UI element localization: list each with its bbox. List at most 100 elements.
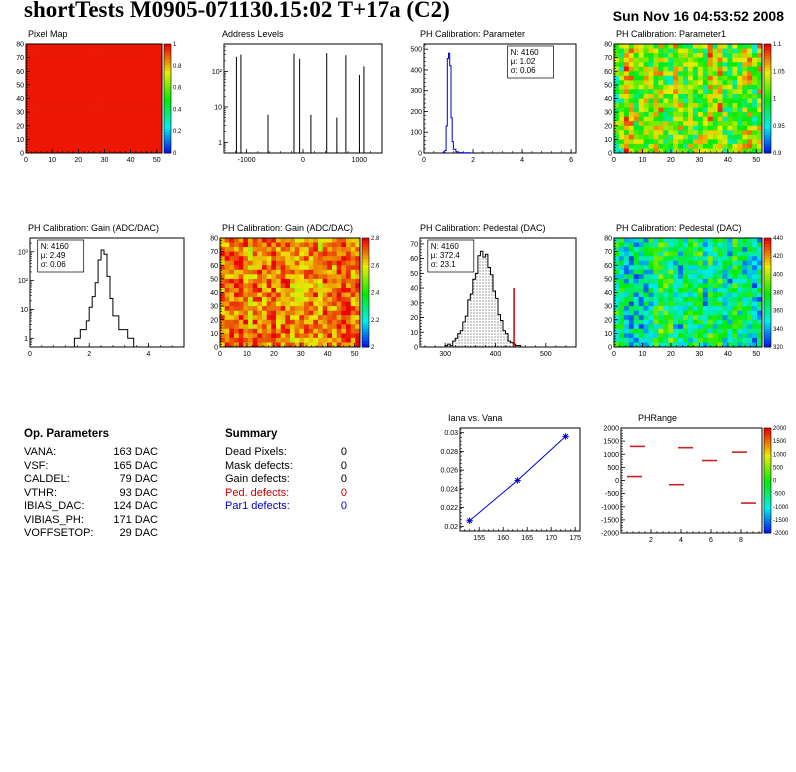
svg-text:μ: 372.4: μ: 372.4 [431,251,461,260]
svg-text:0: 0 [612,157,616,164]
summary-row-label: Mask defects: [225,459,293,472]
svg-text:0: 0 [608,151,612,158]
svg-text:70: 70 [16,55,24,62]
svg-text:60: 60 [210,263,218,270]
op-parameter-row: IBIAS_DAC: 124 DAC [24,500,158,514]
svg-text:μ: 1.02: μ: 1.02 [511,57,536,66]
svg-text:2.6: 2.6 [371,263,380,269]
chart-pixel-map: 0 10 20 30 40 50 0 10 20 30 40 50 60 70 80 1 0.8 0.6 0.4 0.… [16,42,182,165]
svg-text:0: 0 [214,345,218,352]
svg-text:10: 10 [604,137,612,144]
svg-text:1000: 1000 [603,452,619,459]
op-parameter-row-label: VTHR: [24,486,57,499]
svg-text:380: 380 [773,291,784,297]
summary-row-label: Dead Pixels: [225,446,287,458]
svg-text:1500: 1500 [603,439,619,446]
svg-text:1: 1 [24,336,28,343]
chart-title-phrange: PHRange [638,413,678,423]
chart-iana-vs-vana: 155 160 165 170 175 0.02 0.022 0.024 0.026 0.028 0… [440,427,581,542]
svg-text:440: 440 [773,236,784,242]
panel-pixel-map: Pixel Map 0 10 20 30 40 50 0 10 20 30 40 50 60 70 80 1 0… [6,28,192,166]
svg-text:σ: 23.1: σ: 23.1 [431,260,457,269]
svg-text:10: 10 [243,351,251,358]
summary-row-label: Par1 defects: [225,500,290,512]
svg-text:2.8: 2.8 [371,236,380,242]
svg-text:-500: -500 [773,492,786,498]
svg-text:-1000: -1000 [601,504,619,511]
svg-text:420: 420 [773,254,784,260]
op-parameter-row: VTHR: 93 DAC [24,487,158,501]
summary-row-value: 0 [340,473,347,485]
svg-text:2.2: 2.2 [371,318,380,324]
svg-text:40: 40 [604,290,612,297]
chart-title-ph-cal-gain-hist: PH Calibration: Gain (ADC/DAC) [28,223,160,233]
svg-text:8: 8 [739,537,743,544]
summary-row-label: Gain defects: [225,473,290,485]
svg-text:20: 20 [667,351,675,358]
svg-text:400: 400 [773,272,784,278]
svg-text:60: 60 [604,263,612,270]
page-title: shortTests M0905-071130.15:02 T+17a (C2) [24,0,450,22]
svg-text:0.9: 0.9 [773,151,782,157]
svg-text:-500: -500 [605,491,619,498]
svg-text:40: 40 [724,157,732,164]
svg-text:500: 500 [607,465,619,472]
svg-text:2: 2 [649,537,653,544]
svg-text:40: 40 [324,351,332,358]
svg-text:1: 1 [773,97,777,103]
svg-text:0.022: 0.022 [440,505,458,512]
svg-text:2: 2 [371,345,375,351]
svg-text:20: 20 [16,123,24,130]
svg-text:10²: 10² [212,69,223,76]
svg-text:50: 50 [604,276,612,283]
op-parameter-row-value: 165 DAC [113,459,158,472]
summary-row: Gain defects: 0 [225,473,347,487]
svg-text:30: 30 [695,157,703,164]
svg-text:60: 60 [410,256,418,263]
svg-text:σ: 0.06: σ: 0.06 [511,66,537,75]
svg-text:N: 4160: N: 4160 [41,242,70,251]
svg-text:500: 500 [540,351,552,358]
svg-text:0.95: 0.95 [773,124,785,130]
svg-text:1: 1 [218,140,222,147]
summary-title: Summary [225,428,278,440]
svg-text:1.05: 1.05 [773,69,785,75]
svg-text:2000: 2000 [603,426,619,433]
svg-text:10²: 10² [18,278,29,285]
svg-text:10: 10 [210,331,218,338]
op-parameter-row: VANA: 163 DAC [24,446,158,460]
svg-text:70: 70 [210,249,218,256]
svg-text:50: 50 [752,157,760,164]
svg-text:60: 60 [604,69,612,76]
svg-text:80: 80 [210,236,218,243]
svg-text:0: 0 [612,351,616,358]
svg-text:2.4: 2.4 [371,291,380,297]
svg-text:100: 100 [410,130,422,137]
chart-phrange: 2 4 6 8 2000 1500 1000 500 0 -500 -1000 -1500 -2000 2… [601,426,789,545]
svg-text:0: 0 [414,345,418,352]
svg-text:6: 6 [709,537,713,544]
svg-text:10: 10 [48,157,56,164]
svg-text:60: 60 [16,69,24,76]
svg-text:1.1: 1.1 [773,42,782,48]
svg-text:20: 20 [210,317,218,324]
svg-text:30: 30 [297,351,305,358]
svg-text:50: 50 [153,157,161,164]
svg-text:1000: 1000 [773,452,787,458]
chart-title-pixel-map: Pixel Map [28,29,68,39]
svg-text:80: 80 [604,42,612,49]
panel-iana-vs-vana: Iana vs. Vana 155 160 165 170 175 0.02 0.022 0.… [430,412,588,544]
svg-text:80: 80 [16,42,24,49]
chart-title-ph-cal-pedestal-map: PH Calibration: Pedestal (DAC) [616,223,742,233]
op-parameter-row-label: IBIAS_DAC: [24,500,85,512]
svg-text:10: 10 [639,157,647,164]
svg-text:0.8: 0.8 [173,64,182,70]
summary-panel: Summary Dead Pixels: 0 Mask defects: 0 Gain … [225,428,347,514]
summary-row: Ped. defects: 0 [225,487,347,501]
svg-text:0.03: 0.03 [444,430,458,437]
op-parameter-row: VOFFSETOP: 29 DAC [24,527,158,541]
svg-text:0.024: 0.024 [440,486,458,493]
svg-text:30: 30 [604,304,612,311]
summary-rows: Dead Pixels: 0 Mask defects: 0 Gain defects:… [225,446,347,514]
svg-text:-2000: -2000 [601,531,619,538]
